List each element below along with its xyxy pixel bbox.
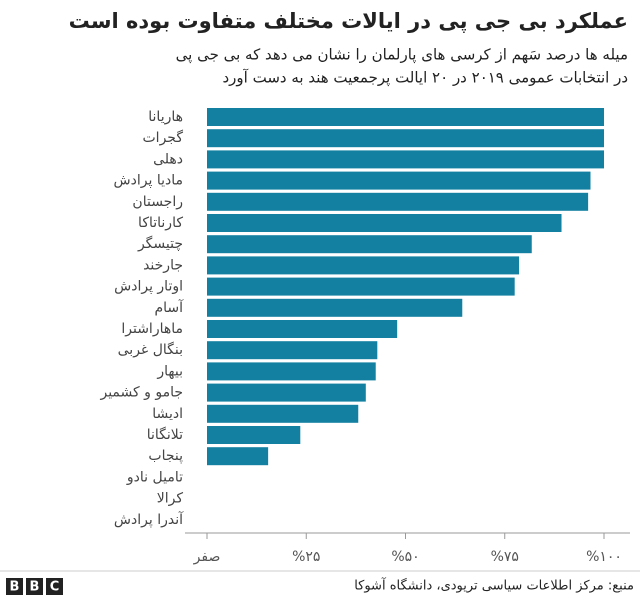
y-tick-label: هاریانا	[148, 109, 183, 125]
x-tick-label: %۱۰۰	[586, 549, 622, 565]
logo-box	[26, 578, 43, 595]
bar	[207, 214, 562, 232]
logo-letter: C	[50, 580, 60, 595]
bar	[207, 298, 463, 317]
subtitle: میله ها درصد سَهم از کرسی های پارلمان را…	[176, 46, 628, 65]
y-tick-label: ادیشا	[152, 406, 183, 422]
y-tick-label: راجستان	[132, 194, 183, 210]
bar	[207, 171, 591, 190]
y-tick-label: آسام	[154, 299, 184, 316]
y-tick-label: کارناتاکا	[138, 215, 183, 231]
logo-box	[46, 578, 63, 595]
y-tick-label: کرالا	[157, 491, 184, 507]
y-tick-label: اوتار پرادش	[114, 279, 183, 295]
bar	[207, 341, 378, 360]
bar	[207, 426, 301, 444]
x-tick-label: %۵۰	[391, 549, 419, 565]
y-tick-label: دهلی	[153, 151, 183, 167]
y-tick-label: بیهار	[156, 363, 183, 379]
bar	[207, 108, 604, 126]
bar	[207, 320, 398, 338]
bar	[207, 383, 366, 402]
x-tick-label: %۷۵	[491, 549, 519, 565]
bar	[207, 362, 376, 381]
y-tick-label: تلانگانا	[147, 426, 183, 443]
y-tick-label: جامو و کشمیر	[99, 385, 183, 401]
y-tick-label: ماهاراشترا	[121, 321, 183, 337]
y-tick-label: پنجاب	[148, 448, 183, 464]
x-tick-label: %۲۵	[292, 549, 320, 565]
x-tick-label: صفر	[193, 549, 221, 565]
bar	[207, 277, 515, 296]
bar	[207, 129, 604, 148]
source: منبع: مرکز اطلاعات سیاسی تریودی، دانشگاه…	[354, 577, 634, 594]
subtitle: در انتخابات عمومی ۲۰۱۹ در ۲۰ ایالت پرجمع…	[223, 69, 629, 88]
bar	[207, 256, 520, 275]
bar	[207, 150, 604, 169]
y-tick-label: چتیسگر	[137, 235, 183, 252]
y-tick-label: گجرات	[143, 129, 184, 146]
bar	[207, 447, 269, 466]
y-tick-label: جارخند	[143, 257, 183, 273]
y-tick-label: تامیل نادو	[126, 469, 183, 485]
logo-letter: B	[10, 580, 20, 595]
bar	[207, 192, 589, 211]
y-tick-label: آندرا پرادش	[114, 511, 184, 528]
chart-title: عملکرد بی جی پی در ایالات مختلف متفاوت ب…	[69, 9, 628, 33]
logo-box	[6, 578, 23, 595]
bar	[207, 235, 532, 254]
y-tick-label: مادیا پرادش	[114, 173, 183, 189]
bar	[207, 404, 359, 423]
logo-letter: B	[30, 580, 40, 595]
y-tick-label: بنگال غربی	[118, 341, 183, 358]
logo: B B C	[6, 578, 63, 595]
